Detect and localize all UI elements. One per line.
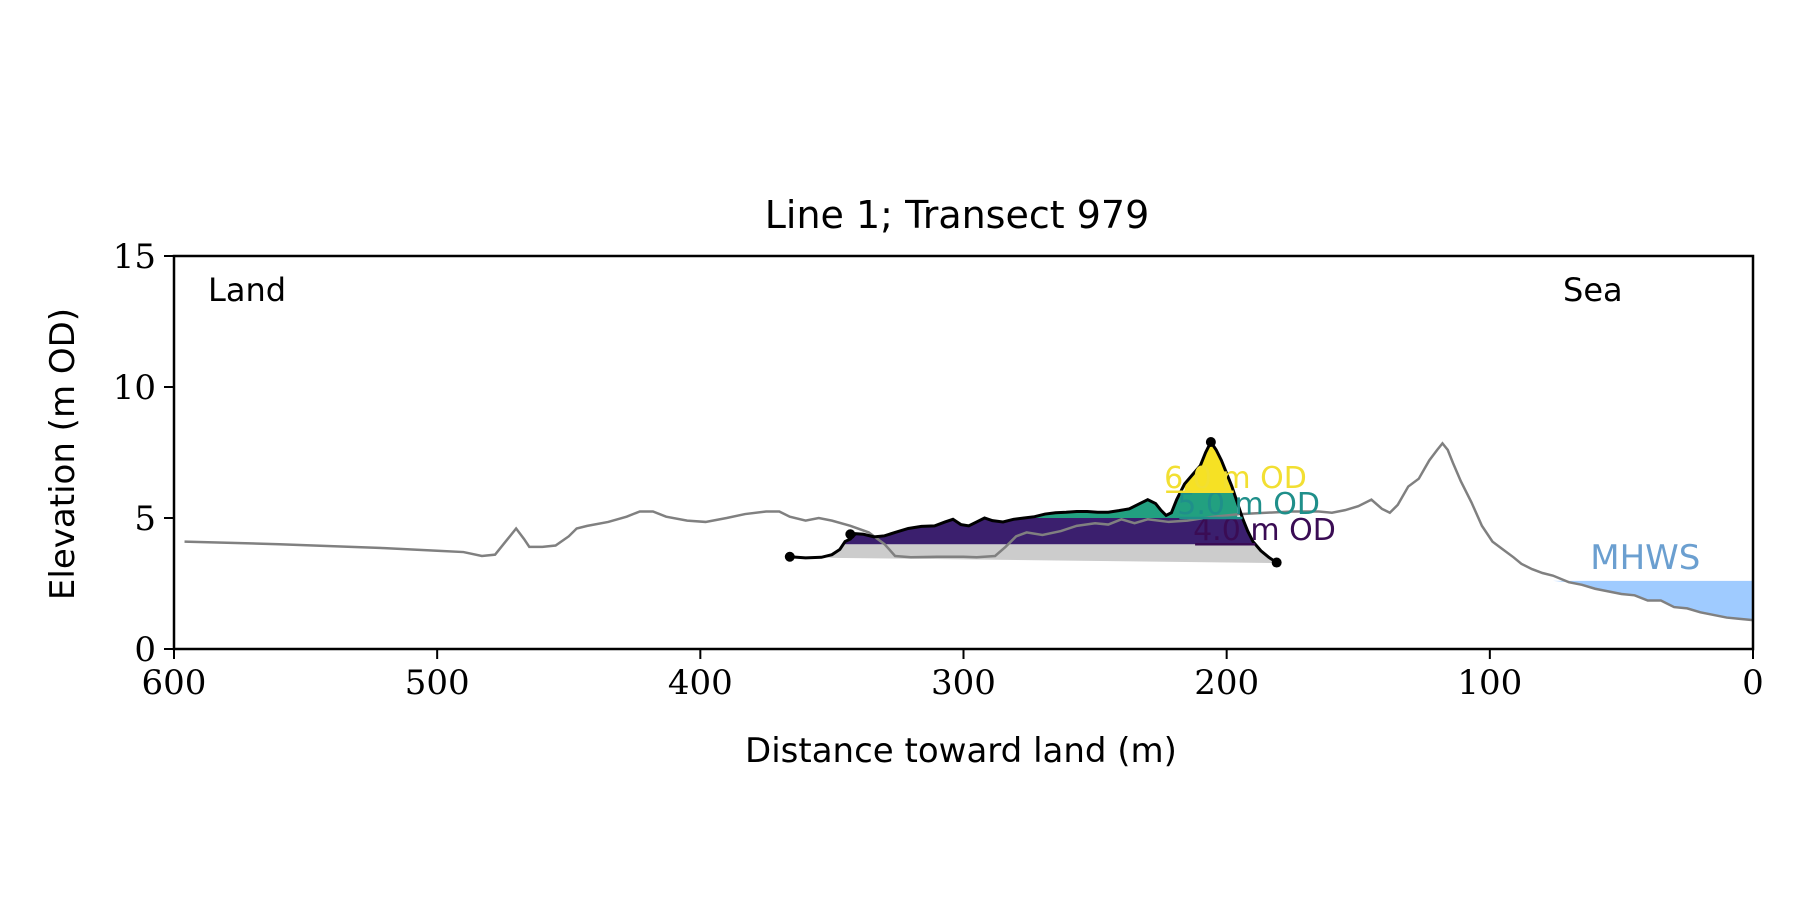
land-annotation: Land <box>208 271 286 309</box>
dune-marker-3 <box>1205 437 1216 448</box>
y-tick-label-10: 10 <box>113 368 156 408</box>
axis-ticks: 600 500 400 300 200 100 0 0 5 10 15 <box>113 237 1764 703</box>
dune-profile-line <box>789 439 1278 564</box>
x-tick-label-0: 0 <box>1742 663 1764 703</box>
band-label-6: 6.0 m OD <box>1164 461 1307 496</box>
y-tick-label-15: 15 <box>113 237 156 277</box>
x-tick-label-200: 200 <box>1194 663 1259 703</box>
y-tick-label-5: 5 <box>134 499 156 539</box>
y-axis-label: Elevation (m OD) <box>43 308 83 600</box>
chart-title: Line 1; Transect 979 <box>765 193 1150 237</box>
x-tick-label-600: 600 <box>142 663 207 703</box>
x-tick-label-500: 500 <box>405 663 470 703</box>
dune-marker-4 <box>1271 557 1282 568</box>
x-axis-label: Distance toward land (m) <box>745 731 1177 771</box>
x-tick-label-300: 300 <box>931 663 996 703</box>
mhws-label: MHWS <box>1590 538 1700 578</box>
x-tick-label-100: 100 <box>1457 663 1522 703</box>
band-fill-6 <box>1184 442 1232 492</box>
y-tick-label-0: 0 <box>134 630 156 670</box>
plot-content <box>184 437 1753 622</box>
band-fill-4 <box>845 518 1253 545</box>
dune-marker-1 <box>784 551 795 562</box>
sea-annotation: Sea <box>1563 271 1623 309</box>
x-tick-label-400: 400 <box>668 663 733 703</box>
ground-profile-line <box>184 441 1753 622</box>
mhws-water-area <box>1234 580 1753 621</box>
dune-marker-2 <box>845 529 856 540</box>
dune-base-area <box>818 544 1277 564</box>
